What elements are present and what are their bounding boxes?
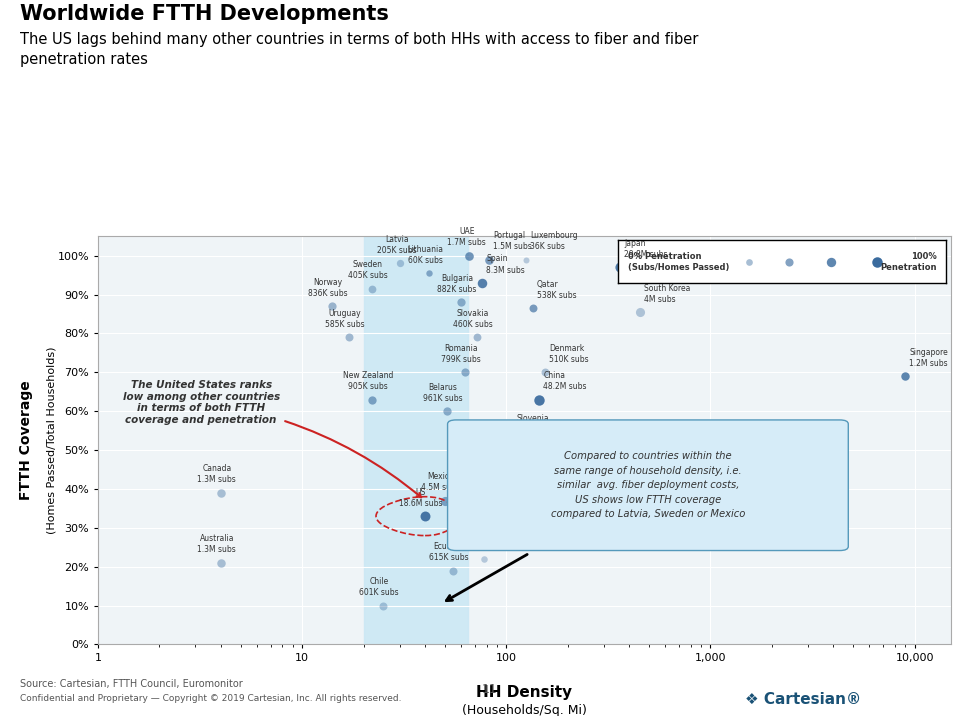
Point	[476, 553, 492, 565]
Point	[437, 495, 453, 506]
Text: Belarus
961K subs: Belarus 961K subs	[422, 383, 463, 403]
Text: Bulgaria
882K subs: Bulgaria 882K subs	[437, 274, 476, 294]
Point	[213, 487, 228, 498]
Point	[525, 302, 541, 314]
Point	[898, 370, 913, 382]
Point	[417, 511, 433, 522]
Point	[523, 462, 539, 473]
Text: Japan
29.8M subs: Japan 29.8M subs	[624, 239, 667, 259]
Text: Latvia
205K subs: Latvia 205K subs	[377, 235, 416, 255]
Point	[612, 261, 628, 273]
Point	[365, 283, 380, 294]
Point	[518, 254, 534, 266]
Text: Chile
601K subs: Chile 601K subs	[360, 577, 399, 597]
Point	[478, 526, 494, 538]
Text: Luxembourg
36K subs: Luxembourg 36K subs	[530, 231, 578, 251]
Text: The US lags behind many other countries in terms of both HHs with access to fibe: The US lags behind many other countries …	[20, 32, 698, 67]
Text: Australia
1.3M subs: Australia 1.3M subs	[197, 534, 236, 554]
Point	[439, 405, 455, 417]
Point	[658, 487, 673, 498]
Text: Slovenia
209K subs: Slovenia 209K subs	[516, 414, 556, 434]
Point	[365, 394, 380, 405]
Point	[505, 437, 520, 448]
Point	[531, 394, 547, 405]
Point	[453, 296, 468, 308]
Point	[213, 557, 228, 569]
Text: Macedonia
70K subs: Macedonia 70K subs	[488, 531, 530, 551]
Text: UAE
1.7M subs: UAE 1.7M subs	[447, 227, 486, 248]
Text: Malaysia
1.7M subs: Malaysia 1.7M subs	[491, 503, 529, 523]
Text: (Households/Sq. Mi): (Households/Sq. Mi)	[462, 704, 587, 716]
Point	[341, 332, 357, 343]
Text: Mexico
4.5M subs: Mexico 4.5M subs	[421, 472, 461, 493]
FancyBboxPatch shape	[448, 420, 849, 551]
Point	[392, 258, 408, 269]
Point	[469, 332, 485, 343]
Text: Netherlands
1.6M subs: Netherlands 1.6M subs	[669, 465, 716, 485]
Point	[462, 250, 477, 261]
Text: Canada
1.3M subs: Canada 1.3M subs	[197, 465, 236, 485]
Point	[458, 367, 473, 378]
Text: (Homes Passed/Total Households): (Homes Passed/Total Households)	[46, 347, 56, 534]
Text: US
18.6M subs: US 18.6M subs	[399, 488, 443, 508]
Point	[421, 268, 437, 279]
Text: Singapore
1.2M subs: Singapore 1.2M subs	[909, 348, 949, 368]
Text: Compared to countries within the
same range of household density, i.e.
similar  : Compared to countries within the same ra…	[551, 451, 745, 519]
Text: The United States ranks
low among other countries
in terms of both FTTH
coverage: The United States ranks low among other …	[122, 380, 421, 498]
Text: Worldwide FTTH Developments: Worldwide FTTH Developments	[20, 4, 388, 24]
Text: China
48.2M subs: China 48.2M subs	[544, 371, 587, 391]
Text: Denmark
510K subs: Denmark 510K subs	[550, 344, 589, 364]
Text: Lithuania
60K subs: Lithuania 60K subs	[408, 245, 443, 265]
Text: FTTH Coverage: FTTH Coverage	[19, 380, 32, 500]
Text: Slovakia
460K subs: Slovakia 460K subs	[453, 309, 493, 329]
Text: Qatar
538K subs: Qatar 538K subs	[537, 280, 576, 300]
Point	[632, 306, 648, 318]
Text: Norway
836K subs: Norway 836K subs	[308, 278, 348, 298]
Text: New Zealand
905K subs: New Zealand 905K subs	[343, 371, 393, 391]
Text: Uruguay
585K subs: Uruguay 585K subs	[325, 309, 365, 329]
Text: Sweden
405K subs: Sweden 405K subs	[348, 261, 388, 281]
Text: France
2.8M subs: France 2.8M subs	[508, 439, 546, 459]
Text: ❖ Cartesian®: ❖ Cartesian®	[745, 692, 861, 707]
Point	[474, 277, 490, 289]
Text: Ecuador
615K subs: Ecuador 615K subs	[429, 542, 469, 562]
Text: Source: Cartesian, FTTH Council, Euromonitor: Source: Cartesian, FTTH Council, Euromon…	[20, 679, 242, 689]
Bar	[364, 236, 468, 644]
Point	[375, 600, 391, 611]
Text: Romania
799K subs: Romania 799K subs	[441, 344, 481, 364]
Text: 11: 11	[482, 683, 498, 696]
Point	[324, 301, 340, 312]
Text: Confidential and Proprietary — Copyright © 2019 Cartesian, Inc. All rights reser: Confidential and Proprietary — Copyright…	[20, 694, 401, 703]
Point	[481, 254, 497, 266]
Point	[446, 565, 462, 576]
Point	[537, 367, 553, 378]
Text: Spain
8.3M subs: Spain 8.3M subs	[486, 254, 525, 275]
Text: South Korea
4M subs: South Korea 4M subs	[644, 284, 690, 304]
Text: HH Density: HH Density	[476, 685, 572, 700]
Text: Portugal
1.5M subs: Portugal 1.5M subs	[493, 231, 531, 251]
